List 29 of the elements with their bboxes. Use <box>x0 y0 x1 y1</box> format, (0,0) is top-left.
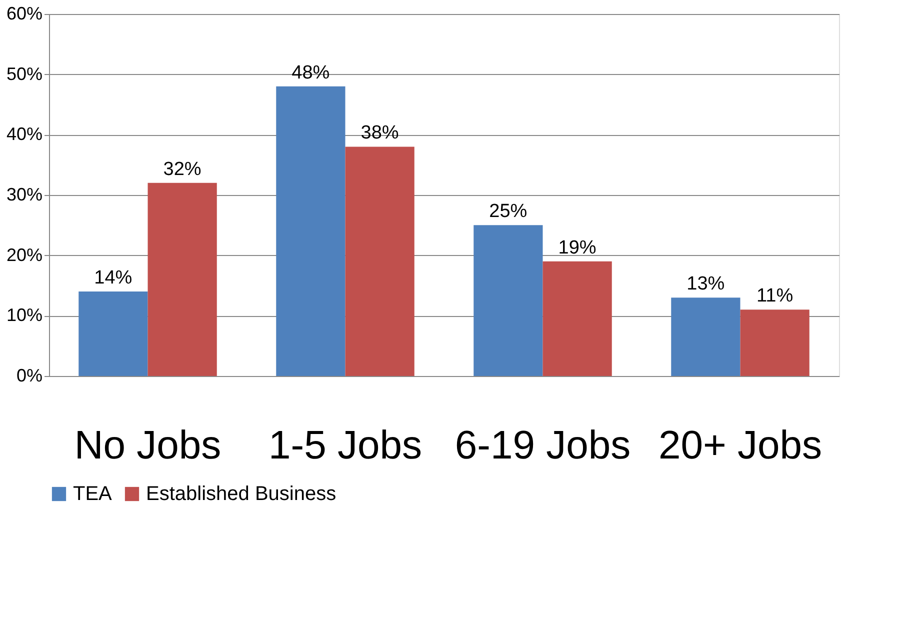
x-tick-label: 1-5 Jobs <box>268 424 422 468</box>
bar <box>671 298 740 376</box>
bar <box>148 182 217 376</box>
y-tick-label: 0% <box>16 366 42 386</box>
legend-label: TEA <box>73 483 113 505</box>
x-tick-label: 20+ Jobs <box>658 424 822 468</box>
data-label: 14% <box>94 268 132 289</box>
data-label: 48% <box>292 62 330 84</box>
legend-label: Established Business <box>146 483 336 505</box>
data-label: 32% <box>163 158 202 180</box>
y-tick-label: 30% <box>6 184 42 204</box>
bar <box>78 292 148 376</box>
x-tick-label: 6-19 Jobs <box>454 424 631 468</box>
bar <box>740 310 810 376</box>
data-label: 25% <box>489 201 528 222</box>
y-tick-label: 20% <box>6 244 42 265</box>
bar <box>345 146 414 376</box>
bar <box>474 225 543 376</box>
data-label: 19% <box>558 237 596 258</box>
x-tick-label: No Jobs <box>74 424 222 468</box>
data-label: 13% <box>686 274 725 295</box>
y-tick-label: 10% <box>6 305 42 326</box>
data-label: 11% <box>756 286 794 307</box>
bar <box>276 86 346 376</box>
y-tick-label: 40% <box>6 124 42 144</box>
data-label: 38% <box>360 122 399 144</box>
y-tick-label: 50% <box>6 64 42 84</box>
y-tick-label: 60% <box>6 4 42 24</box>
bar <box>542 261 612 376</box>
